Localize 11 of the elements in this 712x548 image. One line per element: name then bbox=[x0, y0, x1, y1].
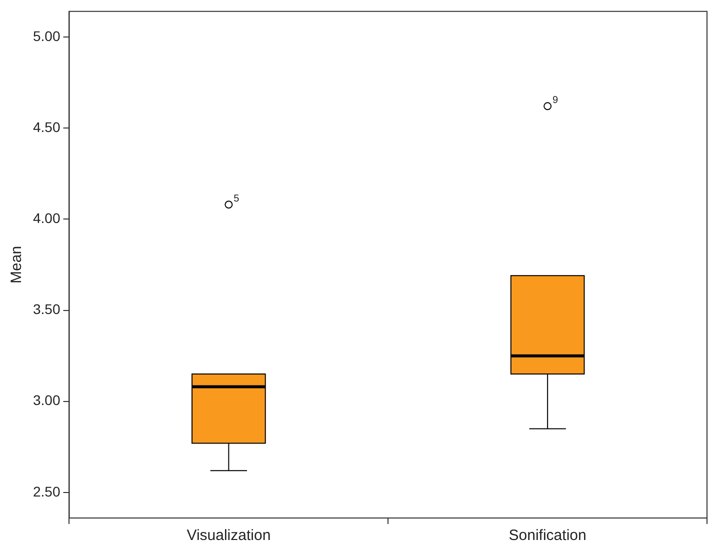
y-tick-label: 4.00 bbox=[33, 210, 60, 226]
annotation: 9 bbox=[552, 94, 559, 106]
x-tick-label: Sonification bbox=[508, 527, 586, 544]
y-tick-label: 3.00 bbox=[33, 392, 60, 408]
y-tick-label: 3.50 bbox=[33, 301, 60, 318]
y-tick-label: 5.00 bbox=[33, 28, 60, 44]
annotation: 5 bbox=[234, 193, 240, 204]
x-tick-label: Visualization bbox=[186, 527, 271, 544]
y-tick-label: 2.50 bbox=[33, 483, 60, 500]
y-axis-title: Mean bbox=[8, 246, 26, 284]
y-tick-label: 4.50 bbox=[33, 118, 60, 135]
